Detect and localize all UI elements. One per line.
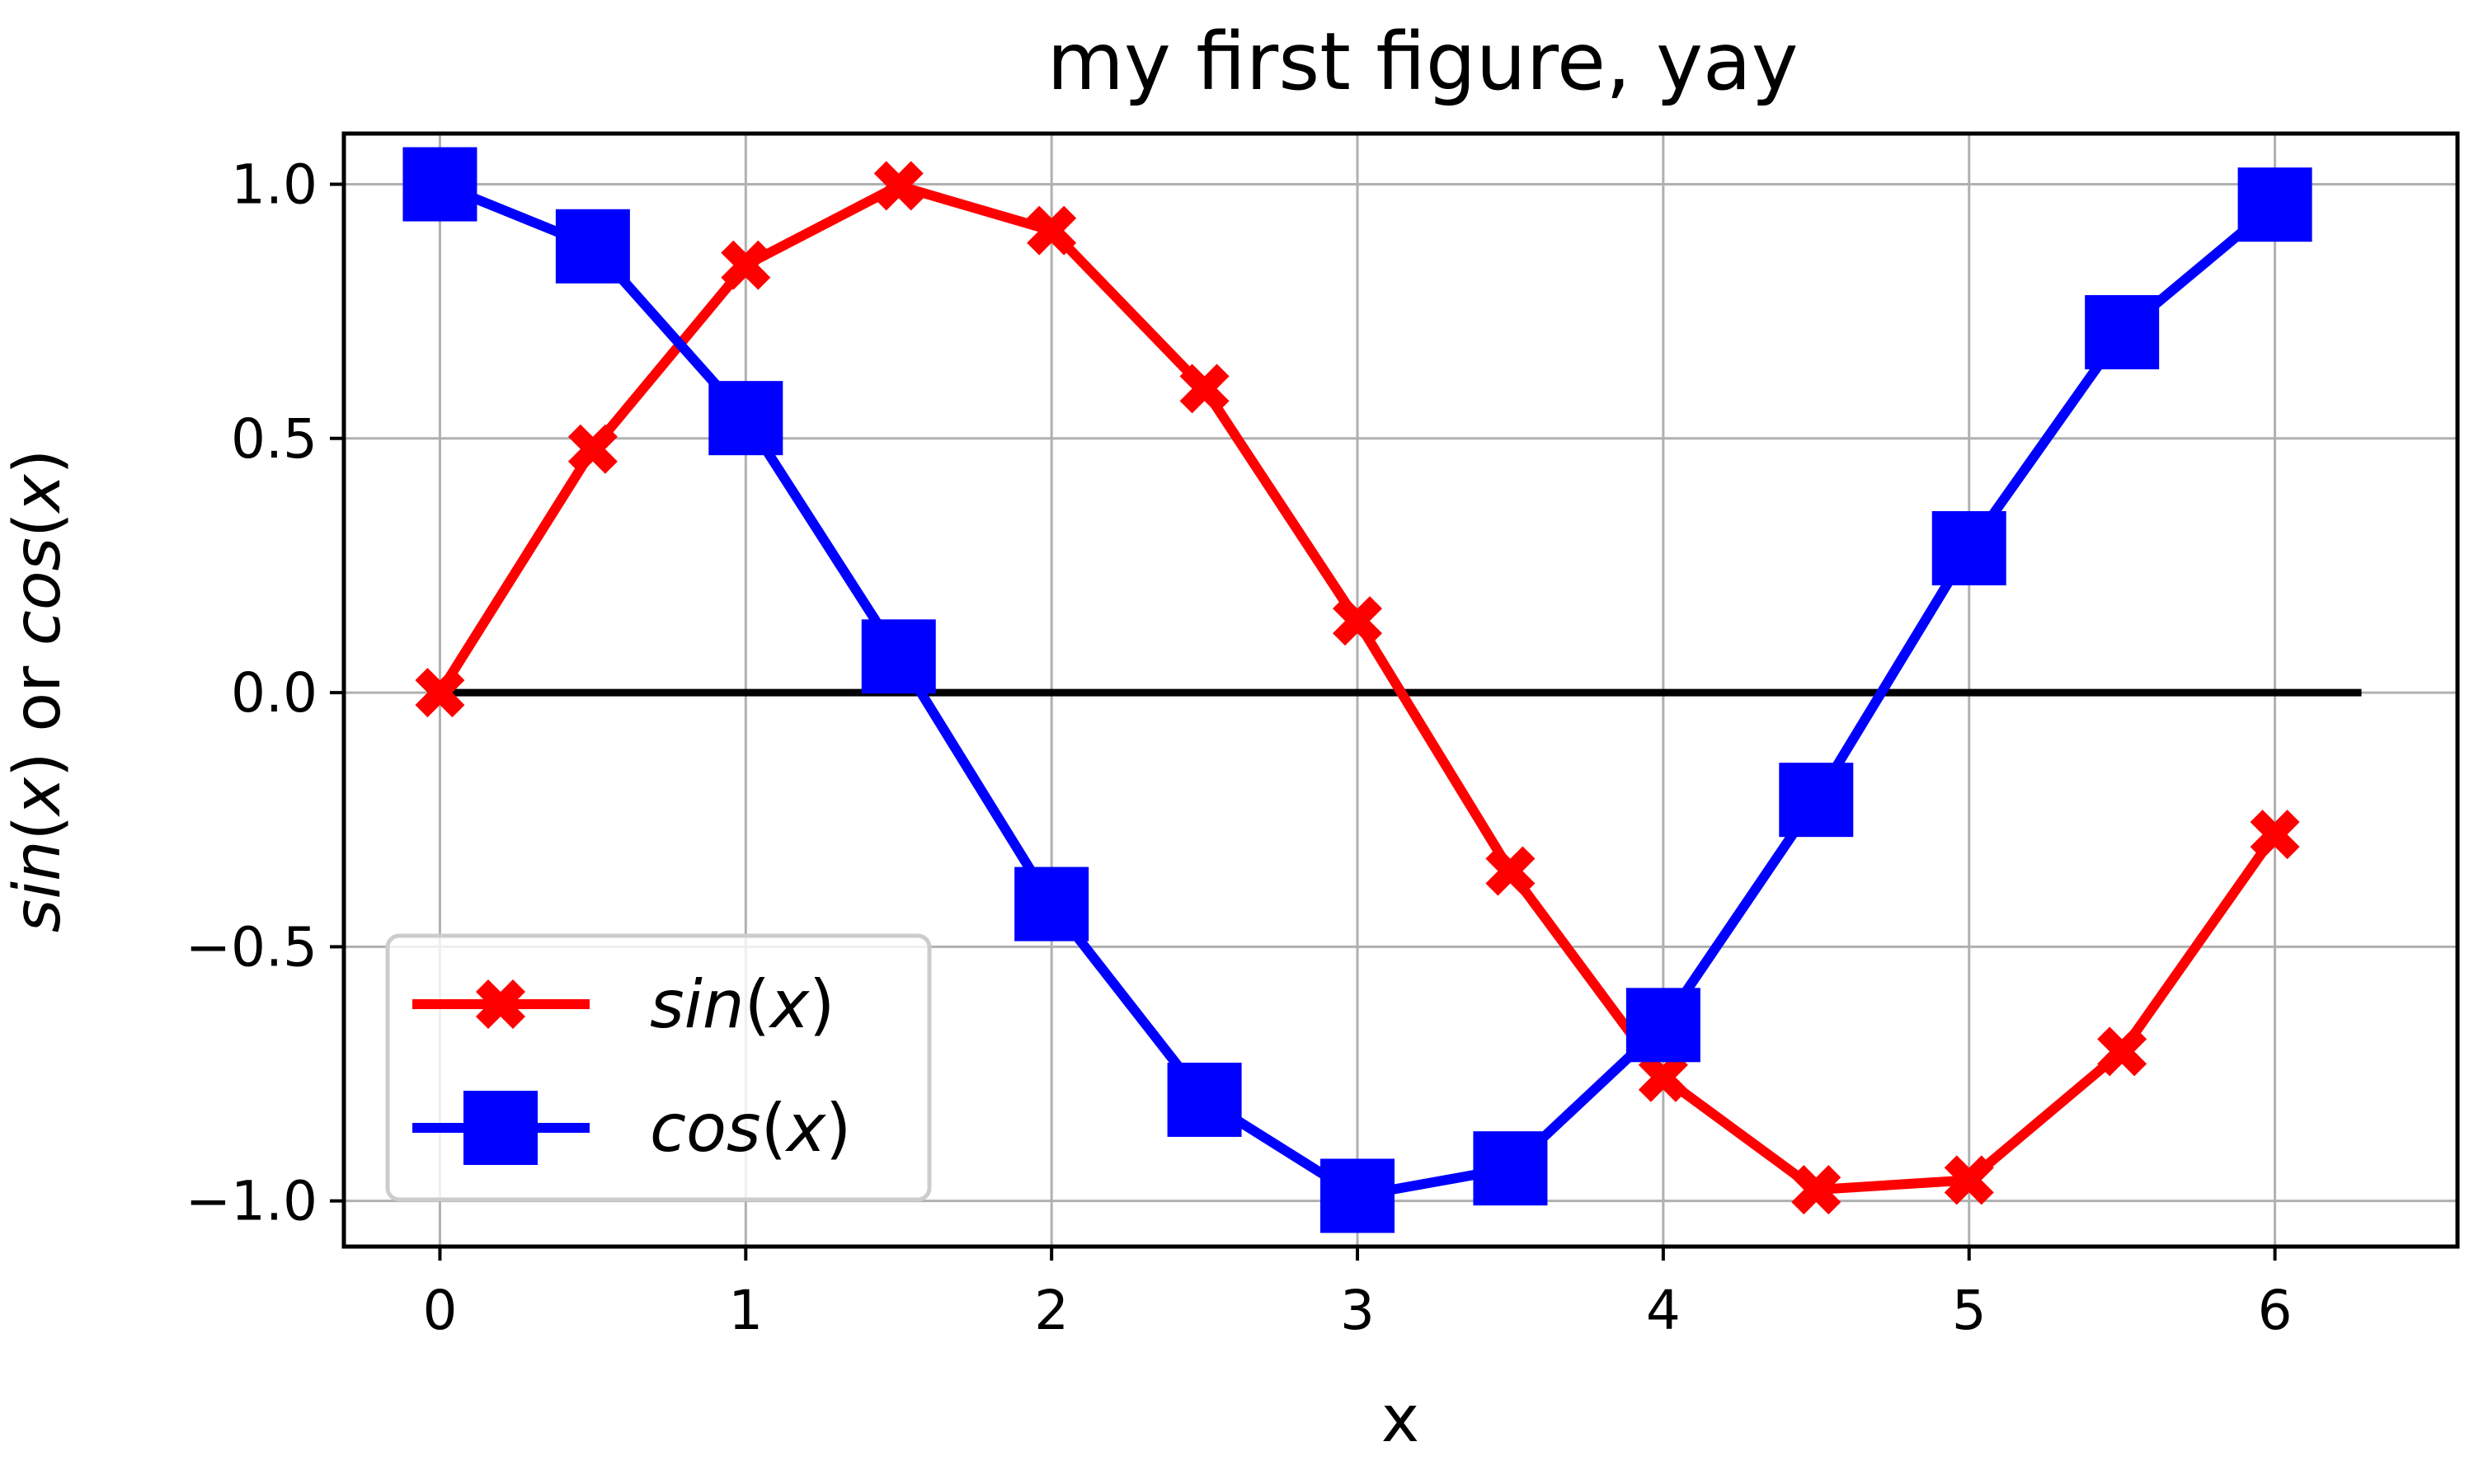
legend-marker-cos-shape (463, 1091, 538, 1165)
point-sin-1 (567, 424, 618, 474)
y-tick-label-3: −0.5 (186, 915, 317, 979)
chart-title: my first figure, yay (1047, 16, 1798, 108)
x-tick-label-6: 6 (2258, 1279, 2293, 1342)
x-tick-label-5: 5 (1952, 1279, 1987, 1342)
y-label-open2: ( (1, 512, 75, 537)
x-tick-label-0: 0 (422, 1279, 457, 1342)
x-tick-label-3: 3 (1340, 1279, 1375, 1342)
y-ticks: 1.0 0.5 0.0 −0.5 −1.0 (186, 153, 344, 1233)
point-sin-9 (1791, 1165, 1841, 1215)
y-label-cos: cos (1, 538, 75, 646)
y-tick-label-1: 0.5 (231, 407, 317, 471)
point-sin-2 (721, 240, 771, 290)
axes (341, 131, 2460, 1249)
series-cos (402, 147, 2312, 1233)
y-tick-label-2: 0.0 (231, 661, 317, 725)
legend-item-cos: cos(x) (412, 1090, 851, 1167)
y-label-close2: ) (1, 449, 75, 474)
y-label-open1: ( (1, 815, 75, 840)
y-label-x1: x (1, 777, 75, 818)
x-tick-label-2: 2 (1034, 1279, 1069, 1342)
point-cos-1 (555, 209, 630, 284)
point-sin-5 (1179, 364, 1230, 414)
legend-item-sin: sin(x) (412, 966, 835, 1043)
point-cos-3 (861, 619, 936, 694)
y-label-x2: x (1, 473, 75, 514)
y-label-or: or (1, 646, 75, 752)
point-sin-6 (1333, 596, 1383, 646)
y-label-close1: ) (1, 752, 75, 777)
y-tick-label-4: −1.0 (186, 1170, 317, 1233)
x-tick-label-4: 4 (1646, 1279, 1681, 1342)
point-sin-12 (2250, 810, 2300, 860)
point-sin-7 (1485, 846, 1536, 896)
point-cos-8 (1625, 988, 1700, 1063)
point-cos-5 (1167, 1062, 1242, 1137)
x-tick-label-1: 1 (728, 1279, 763, 1342)
x-axis-label: x (1381, 1383, 1419, 1457)
point-cos-0 (402, 147, 477, 222)
point-sin-4 (1027, 205, 1077, 256)
x-ticks: 0 1 2 3 4 5 6 (422, 1247, 2293, 1342)
point-sin-8 (1638, 1052, 1688, 1102)
y-tick-label-0: 1.0 (231, 153, 317, 217)
series-sin (415, 161, 2300, 1215)
plot-frame (341, 131, 2460, 1249)
y-axis-label: sin(x) or cos(x) (1, 449, 75, 932)
point-sin-3 (873, 161, 924, 211)
point-cos-2 (708, 381, 783, 456)
legend: sin(x) cos(x) (385, 933, 932, 1202)
legend-marker-sin-shape (476, 979, 525, 1029)
point-cos-4 (1014, 866, 1089, 942)
point-cos-9 (1779, 763, 1854, 838)
point-sin-0 (415, 668, 465, 718)
legend-marker-sin (476, 979, 525, 1029)
point-cos-11 (2085, 294, 2160, 369)
point-sin-10 (1944, 1155, 1994, 1205)
point-cos-12 (2237, 167, 2312, 242)
legend-marker-cos (463, 1091, 538, 1165)
legend-label-cos: cos(x) (650, 1090, 851, 1167)
point-cos-10 (1931, 510, 2006, 585)
point-cos-6 (1320, 1158, 1395, 1233)
y-label-sin: sin (1, 840, 75, 932)
point-sin-11 (2097, 1026, 2147, 1077)
series-layer (402, 147, 2312, 1233)
legend-label-sin: sin(x) (650, 966, 835, 1043)
point-cos-7 (1473, 1131, 1548, 1206)
